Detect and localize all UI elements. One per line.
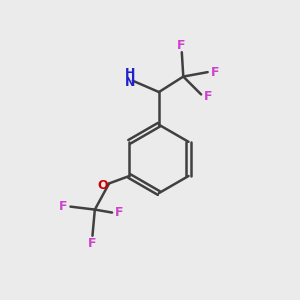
Text: F: F: [204, 90, 213, 103]
Text: N: N: [125, 76, 136, 89]
Text: H: H: [125, 67, 136, 80]
Text: F: F: [88, 237, 96, 250]
Text: O: O: [98, 179, 109, 192]
Text: F: F: [177, 39, 185, 52]
Text: F: F: [115, 206, 124, 219]
Text: F: F: [59, 200, 67, 212]
Text: F: F: [211, 66, 219, 79]
